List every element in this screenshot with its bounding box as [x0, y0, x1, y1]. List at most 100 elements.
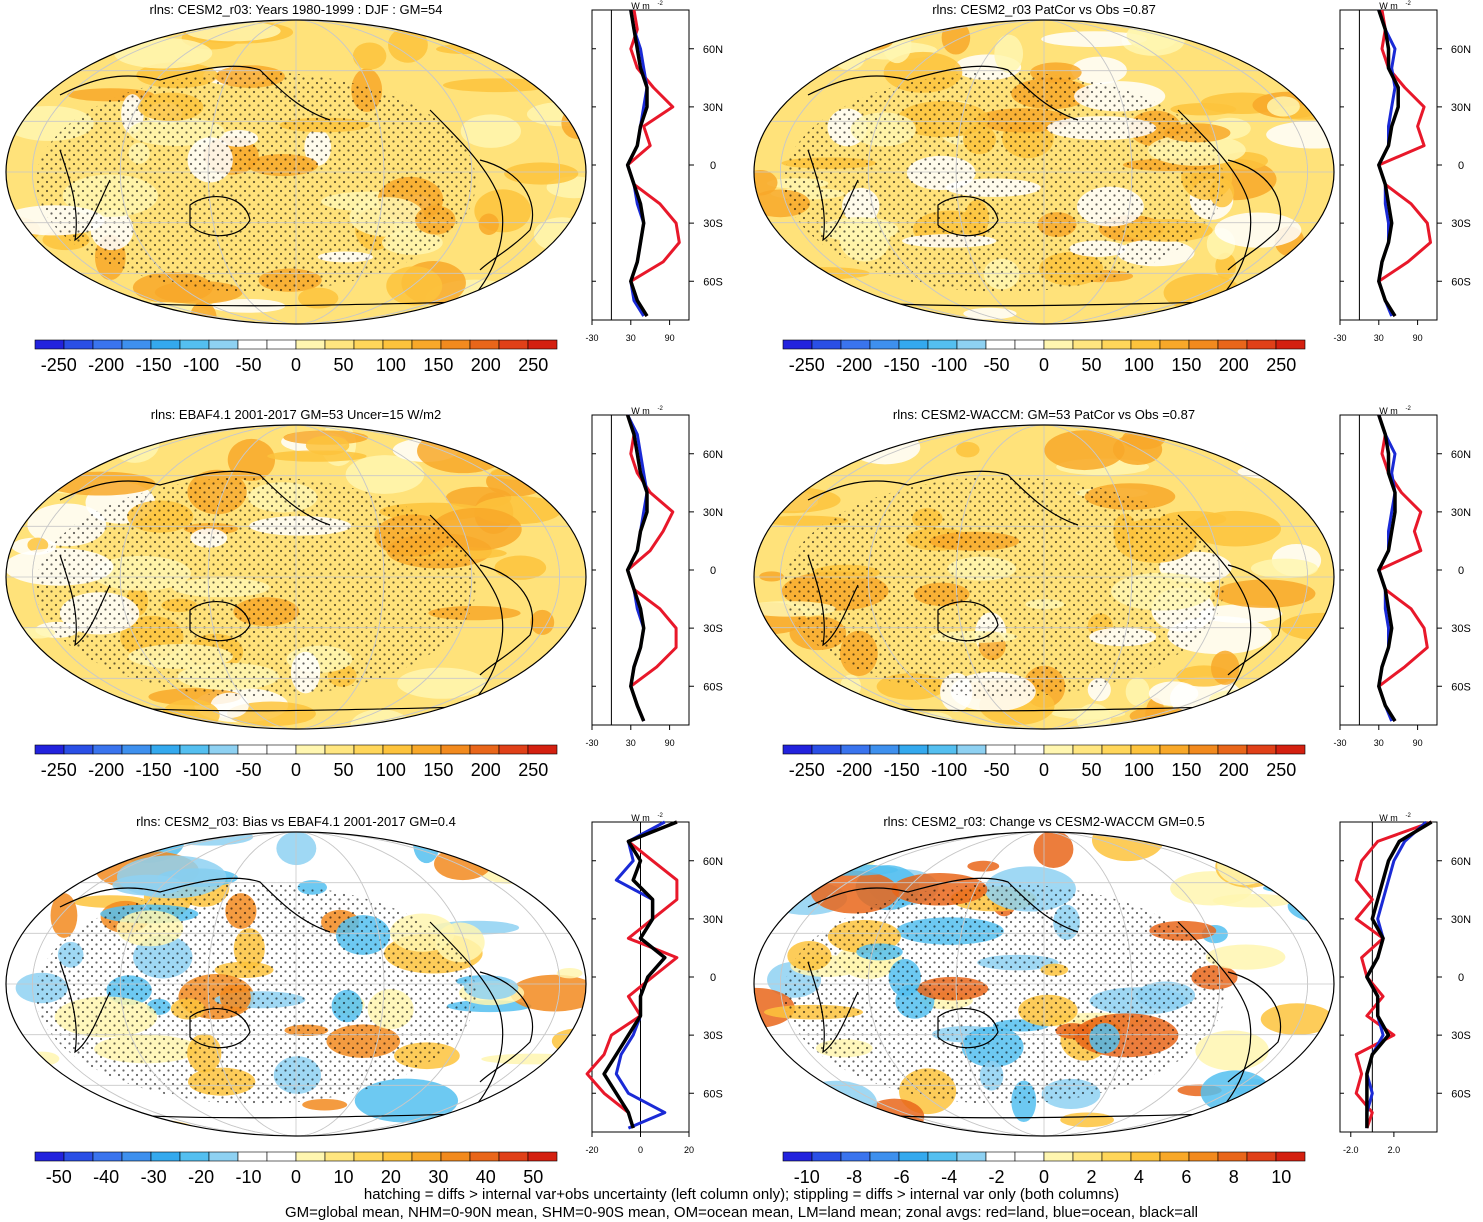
lat-label: 60S: [1451, 1088, 1471, 1100]
colorbar-tick-label: 250: [1266, 760, 1296, 780]
lat-label: 30N: [703, 102, 723, 114]
colorbar-swatch: [1130, 1151, 1161, 1162]
lat-label: 0: [1458, 565, 1464, 577]
colorbar-swatch: [63, 339, 94, 350]
zonal-line-all: [1377, 414, 1397, 723]
colorbar-swatch: [811, 339, 842, 350]
lat-label: 30N: [703, 507, 723, 519]
lat-label: 60S: [703, 1088, 723, 1100]
colorbar-swatch: [324, 339, 355, 350]
colorbar-tick-label: 50: [1081, 760, 1101, 780]
colorbar-tick-label: 4: [1134, 1167, 1144, 1187]
panel-svg: -250 -200 -150 -100 -50 0 50 100 150 200 250 W m -2 6…: [753, 1, 1471, 375]
zonal-tick-label: 30: [626, 738, 636, 748]
colorbar-tick-label: 250: [518, 355, 548, 375]
colorbar-tick-label: 200: [471, 355, 501, 375]
colorbar-swatch: [898, 339, 929, 350]
zonal-tick-label: -20: [585, 1145, 598, 1155]
colorbar-swatch: [237, 339, 268, 350]
colorbar-swatch: [121, 1151, 152, 1162]
lat-label: 60S: [703, 276, 723, 288]
svg-text:W m: W m: [631, 406, 650, 416]
colorbar-swatch: [927, 1151, 958, 1162]
lat-label: 30N: [1451, 507, 1471, 519]
lat-label: 0: [1458, 972, 1464, 984]
panel-5: rlns: CESM2_r03: Bias vs EBAF4.1 2001-20…: [0, 812, 740, 1212]
zonal-tick-label: -30: [585, 333, 598, 343]
colorbar-tick-label: -250: [41, 355, 77, 375]
svg-text:-2: -2: [658, 813, 664, 819]
colorbar-swatch: [1159, 1151, 1190, 1162]
colorbar-swatch: [840, 339, 871, 350]
zonal-tick-label: 90: [665, 333, 675, 343]
colorbar-swatch: [411, 339, 442, 350]
lat-label: 60S: [1451, 276, 1471, 288]
panel-3: rlns: EBAF4.1 2001-2017 GM=53 Uncer=15 W…: [0, 405, 740, 805]
colorbar-swatch: [150, 339, 181, 350]
colorbar-swatch: [208, 744, 239, 755]
colorbar-swatch: [382, 339, 413, 350]
colorbar-swatch: [985, 339, 1016, 350]
lat-label: 60N: [703, 44, 723, 56]
colorbar-swatch: [1159, 744, 1190, 755]
colorbar-tick-label: 100: [1124, 760, 1154, 780]
colorbar-swatch: [840, 744, 871, 755]
colorbar-tick-label: 50: [333, 355, 353, 375]
colorbar-tick-label: 200: [471, 760, 501, 780]
zonal-plot: W m -2 60N 30N 0 30S 60S -30 30 90: [585, 1, 723, 343]
colorbar-swatch: [469, 744, 500, 755]
colorbar-swatch: [869, 1151, 900, 1162]
colorbar-swatch: [869, 744, 900, 755]
zonal-line-all: [602, 820, 678, 1129]
colorbar-swatch: [811, 1151, 842, 1162]
colorbar-swatch: [266, 744, 297, 755]
svg-text:W m: W m: [631, 813, 650, 823]
colorbar: -250 -200 -150 -100 -50 0 50 100 150 200 250: [782, 744, 1306, 780]
colorbar-tick-label: 200: [1219, 760, 1249, 780]
colorbar-swatch: [63, 1151, 94, 1162]
colorbar-swatch: [1246, 1151, 1277, 1162]
panel-svg: -250 -200 -150 -100 -50 0 50 100 150 200 250 W m -2 6…: [5, 406, 723, 780]
colorbar-tick-label: 0: [291, 1167, 301, 1187]
zonal-tick-label: -30: [1333, 738, 1346, 748]
lat-label: 60S: [703, 681, 723, 693]
colorbar-tick-label: 0: [291, 355, 301, 375]
svg-text:W m: W m: [1379, 1, 1398, 11]
colorbar-swatch: [92, 1151, 123, 1162]
colorbar-swatch: [985, 1151, 1016, 1162]
lat-label: 30S: [1451, 1030, 1471, 1042]
colorbar-swatch: [353, 744, 384, 755]
colorbar-swatch: [121, 744, 152, 755]
colorbar-tick-label: 30: [428, 1167, 448, 1187]
lat-label: 30N: [703, 914, 723, 926]
zonal-tick-label: -30: [1333, 333, 1346, 343]
panel-1: rlns: CESM2_r03: Years 1980-1999 : DJF :…: [0, 0, 740, 400]
zonal-line-all: [1365, 820, 1433, 1129]
colorbar-swatch: [440, 1151, 471, 1162]
colorbar-swatch: [898, 1151, 929, 1162]
colorbar-tick-label: -10: [794, 1167, 820, 1187]
colorbar-tick-label: -10: [236, 1167, 262, 1187]
colorbar-tick-label: 50: [1081, 355, 1101, 375]
colorbar-swatch: [1072, 744, 1103, 755]
colorbar-swatch: [956, 744, 987, 755]
colorbar-swatch: [382, 744, 413, 755]
colorbar-tick-label: -50: [236, 355, 262, 375]
lat-label: 60N: [703, 449, 723, 461]
colorbar-swatch: [1188, 744, 1219, 755]
colorbar-swatch: [1014, 339, 1045, 350]
svg-text:W m: W m: [1379, 406, 1398, 416]
colorbar-swatch: [1188, 339, 1219, 350]
colorbar-swatch: [840, 1151, 871, 1162]
map-title: rlns: CESM2_r03 PatCor vs Obs =0.87: [932, 2, 1156, 17]
colorbar-tick-label: 0: [1039, 355, 1049, 375]
colorbar-tick-label: -150: [136, 760, 172, 780]
colorbar-tick-label: -150: [136, 355, 172, 375]
footer-line-1: hatching = diffs > internal var+obs unce…: [363, 1186, 1120, 1203]
map-title: rlns: CESM2_r03: Years 1980-1999 : DJF :…: [149, 2, 443, 17]
colorbar-swatch: [34, 744, 65, 755]
svg-text:-2: -2: [658, 1, 664, 7]
colorbar: -50 -40 -30 -20 -10 0 10 20 30 40 50: [34, 1151, 558, 1187]
colorbar-tick-label: 10: [333, 1167, 353, 1187]
colorbar-swatch: [1043, 1151, 1074, 1162]
